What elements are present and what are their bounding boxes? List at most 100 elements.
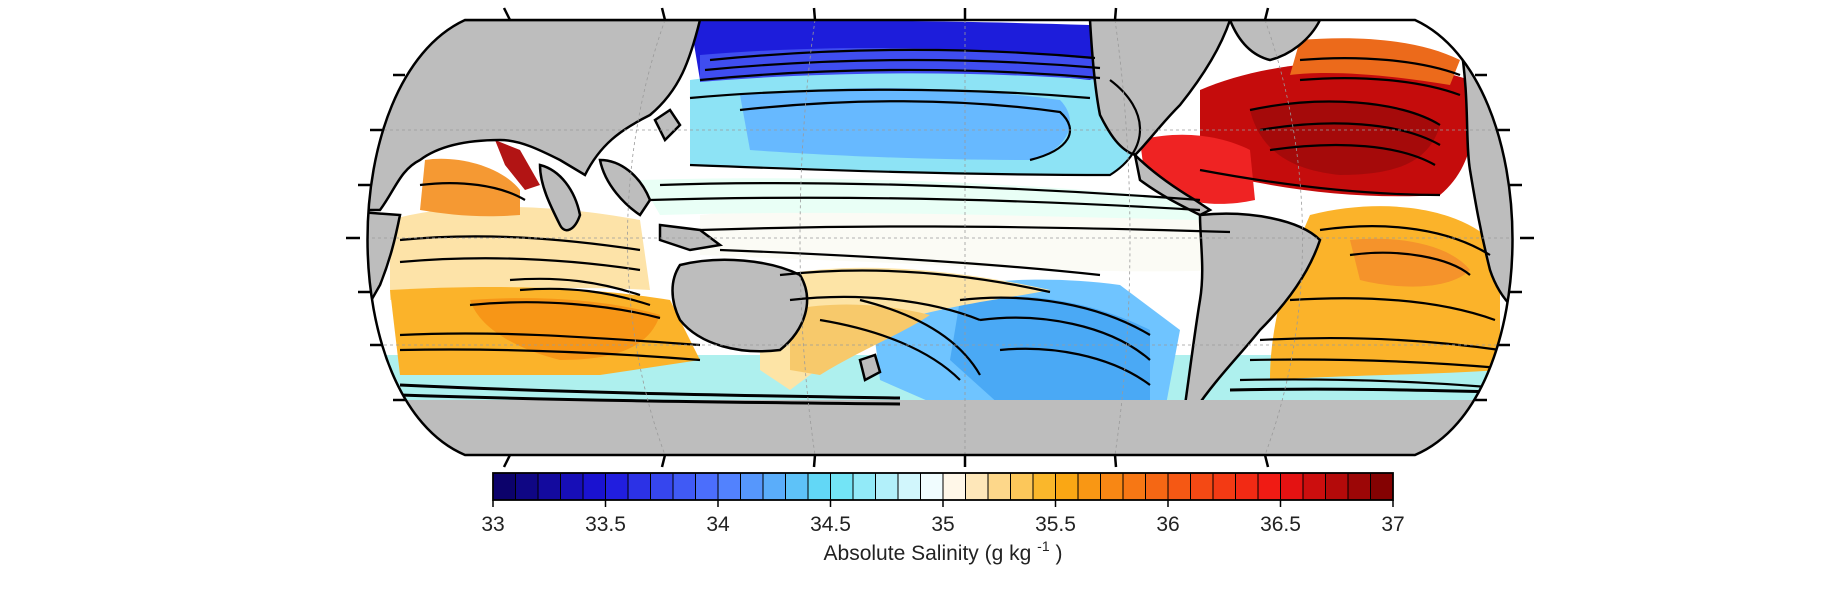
contour-line (399, 257, 641, 272)
tick-mark (660, 454, 667, 468)
colorbar-cell (1010, 472, 1034, 501)
contour-line (1239, 378, 1501, 390)
colorbar-cell (987, 472, 1011, 501)
contour-line (1299, 57, 1461, 77)
region-red-sea (495, 140, 540, 190)
land-southeast-asia (598, 158, 652, 217)
land-antarctica (367, 400, 1513, 455)
contour-line (709, 48, 1096, 62)
graticule (367, 20, 1513, 455)
colorbar-cell (740, 472, 764, 501)
colorbar-cell (1302, 472, 1326, 501)
contour-line (959, 296, 1151, 336)
colorbar-cell (1077, 472, 1101, 501)
contour-line (519, 287, 651, 307)
contour-line (859, 298, 981, 376)
land-australia (671, 258, 809, 353)
tick-mark (502, 454, 512, 468)
colorbar-cell (1347, 472, 1371, 501)
colorbar-cell (582, 472, 606, 501)
colorbar-tick-label: 37 (1381, 513, 1404, 536)
front-line (399, 393, 901, 406)
contour-line (1259, 122, 1441, 146)
colorbar-cell (965, 472, 989, 501)
colorbar-cell (515, 472, 539, 501)
land-south-america (1183, 212, 1322, 412)
colorbar-tick-label: 36 (1156, 513, 1179, 536)
contour-line (1299, 77, 1461, 97)
tick-mark (812, 454, 817, 468)
contour-line (699, 68, 1101, 82)
colorbar-tick-label: 34 (706, 513, 730, 536)
land-indonesia (658, 223, 724, 252)
contour-line (789, 295, 981, 322)
contour-line (1319, 225, 1491, 256)
contour-line (689, 88, 1091, 100)
tick-mark (660, 7, 667, 21)
contour-line (509, 277, 641, 297)
meridian-line (627, 20, 666, 455)
region-indian-ocean-core (470, 298, 660, 360)
tick-mark (502, 7, 512, 21)
colorbar-cell (537, 472, 561, 501)
southern-fronts (399, 383, 1501, 406)
colorbar-cell (695, 472, 719, 501)
land-eurasia-africa (367, 20, 702, 212)
contour-line (739, 100, 1071, 162)
colorbar-title-sup: -1 (1037, 538, 1050, 554)
front-line (399, 383, 901, 400)
colorbar-cell (627, 472, 651, 501)
region-south-atlantic (1270, 206, 1500, 380)
colorbar-cell (807, 472, 831, 501)
colorbar-cell (605, 472, 629, 501)
region-indian-ocean-north (390, 206, 650, 300)
contour-line (1349, 251, 1471, 276)
colorbar-cell (1100, 472, 1124, 501)
colorbar-cell (560, 472, 584, 501)
contour-line (999, 347, 1151, 386)
colorbar-tick-labels: 33 33.5 34 34.5 35 35.5 36 36.5 37 (481, 513, 1404, 536)
colorbar-cell (852, 472, 876, 501)
contour-line (659, 182, 1201, 202)
front-line (1229, 387, 1501, 394)
contour-lines (399, 48, 1501, 390)
colorbar-cell (942, 472, 966, 501)
land-new-zealand (858, 353, 882, 382)
contour-line (469, 301, 661, 320)
colorbar-ticks (492, 500, 1394, 507)
contour-line (399, 235, 641, 252)
tick-mark (812, 7, 817, 21)
contour-line (399, 332, 701, 347)
colorbar-cell (830, 472, 854, 501)
tick-mark (1113, 7, 1118, 21)
colorbar-cell (1167, 472, 1191, 501)
contour-line (1249, 358, 1501, 370)
colorbar-cell (650, 472, 674, 501)
contour-line (1259, 336, 1501, 352)
meridian-line (1264, 20, 1303, 455)
contour-line (1199, 168, 1441, 197)
contour-line (399, 348, 701, 362)
land-greenland (1228, 20, 1323, 62)
contour-line (1289, 297, 1496, 322)
contour-line (699, 225, 1231, 234)
land-india (538, 163, 582, 232)
colorbar-title: Absolute Salinity (g kg -1 ) (824, 533, 1063, 565)
contour-line (719, 248, 1101, 277)
colorbar: 33 33.5 34 34.5 35 35.5 36 36.5 37 Absolute Sali… (481, 472, 1405, 565)
meridian-line (1114, 20, 1131, 455)
colorbar-cell (1055, 472, 1079, 501)
contour-line (649, 196, 1201, 212)
colorbar-cell (1145, 472, 1169, 501)
tick-mark (1263, 454, 1270, 468)
colorbar-title-main: Absolute Salinity (g kg (824, 542, 1032, 565)
tick-mark (1263, 7, 1270, 21)
colorbar-cell (1122, 472, 1146, 501)
colorbar-cell (1325, 472, 1349, 501)
colorbar-cells (492, 472, 1394, 501)
colorbar-cell (1235, 472, 1259, 501)
colorbar-cell (1212, 472, 1236, 501)
colorbar-tick-label: 35 (931, 513, 954, 536)
colorbar-tick-label: 35.5 (1035, 513, 1076, 536)
